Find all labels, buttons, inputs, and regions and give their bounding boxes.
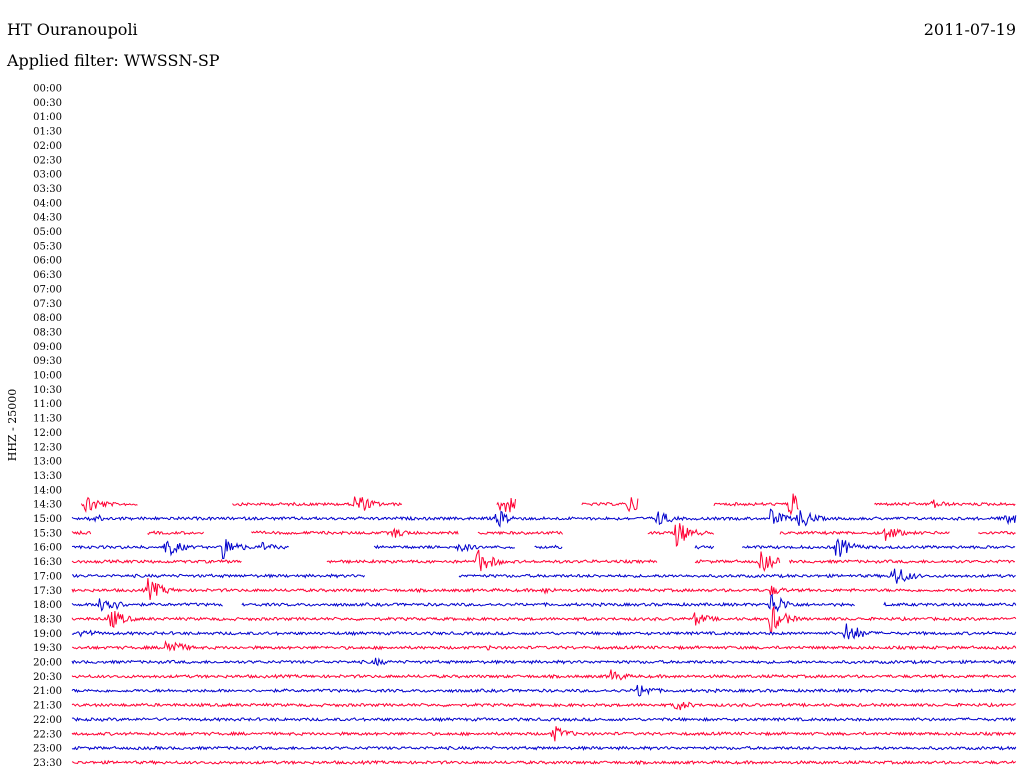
seismic-trace [713, 493, 799, 516]
time-tick-label: 21:30 [33, 701, 62, 712]
time-tick-label: 13:30 [33, 471, 62, 482]
time-tick-label: 21:00 [33, 686, 62, 697]
seismic-trace [71, 598, 223, 612]
time-tick-label: 08:30 [33, 327, 62, 338]
seismic-trace [978, 530, 1016, 535]
time-tick-label: 18:30 [33, 614, 62, 625]
seismic-trace [80, 496, 138, 513]
time-tick-label: 14:30 [33, 500, 62, 511]
time-tick-label: 20:30 [33, 672, 62, 683]
time-tick-label: 01:30 [33, 127, 62, 138]
time-tick-label: 10:30 [33, 385, 62, 396]
seismic-trace [581, 497, 639, 513]
time-tick-label: 22:30 [33, 729, 62, 740]
station-name: HT Ouranoupoli [7, 20, 138, 39]
time-tick-label: 20:00 [33, 658, 62, 669]
time-axis: 00:00 00:30 01:00 01:30 02:00 02:30 03:00 03:30… [33, 84, 62, 769]
seismic-trace [883, 601, 1017, 608]
time-tick-label: 03:30 [33, 184, 62, 195]
seismic-trace [788, 558, 1016, 565]
time-tick-label: 03:00 [33, 170, 62, 181]
time-tick-label: 06:30 [33, 270, 62, 281]
time-tick-label: 09:30 [33, 356, 62, 367]
time-tick-label: 13:00 [33, 457, 62, 468]
seismic-trace [496, 498, 516, 513]
seismic-trace [694, 544, 715, 550]
seismic-trace [534, 544, 563, 550]
time-tick-label: 16:30 [33, 557, 62, 568]
seismic-trace [373, 543, 515, 553]
seismic-trace [71, 508, 1017, 528]
time-tick-label: 11:00 [33, 399, 62, 410]
seismic-trace [71, 623, 1017, 640]
time-tick-label: 12:30 [33, 442, 62, 453]
seismic-trace [71, 669, 1017, 681]
time-tick-label: 07:00 [33, 284, 62, 295]
time-tick-label: 05:00 [33, 227, 62, 238]
seismic-trace [71, 684, 1017, 697]
seismic-trace [71, 539, 289, 560]
time-tick-label: 19:30 [33, 643, 62, 654]
seismic-trace [71, 578, 1017, 600]
time-tick-label: 05:30 [33, 241, 62, 252]
time-tick-label: 00:30 [33, 98, 62, 109]
time-tick-label: 15:30 [33, 528, 62, 539]
time-tick-label: 04:00 [33, 198, 62, 209]
seismic-trace [147, 530, 204, 536]
plot-date: 2011-07-19 [923, 20, 1016, 39]
applied-filter: Applied filter: WWSSN-SP [7, 51, 220, 70]
seismic-trace [71, 759, 1017, 766]
time-tick-label: 12:00 [33, 428, 62, 439]
seismic-trace [326, 549, 658, 572]
time-tick-label: 07:30 [33, 299, 62, 310]
seismic-trace [251, 527, 459, 538]
seismic-trace [647, 523, 715, 547]
time-tick-label: 06:00 [33, 256, 62, 267]
seismic-trace [71, 726, 1016, 742]
seismic-trace [741, 538, 1016, 557]
time-tick-label: 04:30 [33, 213, 62, 224]
trace-group [71, 493, 1017, 766]
time-tick-label: 23:30 [33, 758, 62, 769]
seismic-trace [71, 701, 1016, 711]
time-tick-label: 08:00 [33, 313, 62, 324]
time-tick-label: 02:30 [33, 155, 62, 166]
time-tick-label: 00:00 [33, 84, 62, 95]
seismic-trace [71, 558, 242, 565]
time-tick-label: 09:00 [33, 342, 62, 353]
seismic-trace [71, 573, 366, 579]
time-tick-label: 23:00 [33, 744, 62, 755]
seismic-trace [458, 568, 1016, 584]
time-tick-label: 17:00 [33, 571, 62, 582]
seismic-trace [874, 499, 1016, 508]
time-tick-label: 10:00 [33, 371, 62, 382]
seismic-trace [694, 551, 781, 573]
time-tick-label: 18:00 [33, 600, 62, 611]
time-tick-label: 22:00 [33, 715, 62, 726]
time-tick-label: 16:00 [33, 543, 62, 554]
time-tick-label: 01:00 [33, 112, 62, 123]
seismic-trace [241, 593, 855, 613]
seismic-trace [71, 639, 1017, 652]
seismic-trace [71, 529, 92, 535]
seismic-trace [779, 527, 950, 541]
time-tick-label: 11:30 [33, 414, 62, 425]
seismic-trace [71, 606, 1017, 633]
time-tick-label: 15:00 [33, 514, 62, 525]
channel-label: HHZ - 25000 [6, 389, 19, 462]
time-tick-label: 02:00 [33, 141, 62, 152]
time-tick-label: 17:30 [33, 586, 62, 597]
time-tick-label: 14:00 [33, 485, 62, 496]
time-tick-label: 19:00 [33, 629, 62, 640]
seismic-trace [477, 530, 564, 536]
seismic-trace [71, 745, 1017, 751]
seismic-trace [232, 496, 403, 511]
seismic-trace [71, 716, 1016, 723]
seismic-trace [71, 657, 1017, 667]
